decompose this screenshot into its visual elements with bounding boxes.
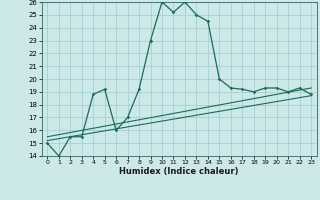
X-axis label: Humidex (Indice chaleur): Humidex (Indice chaleur) xyxy=(119,167,239,176)
